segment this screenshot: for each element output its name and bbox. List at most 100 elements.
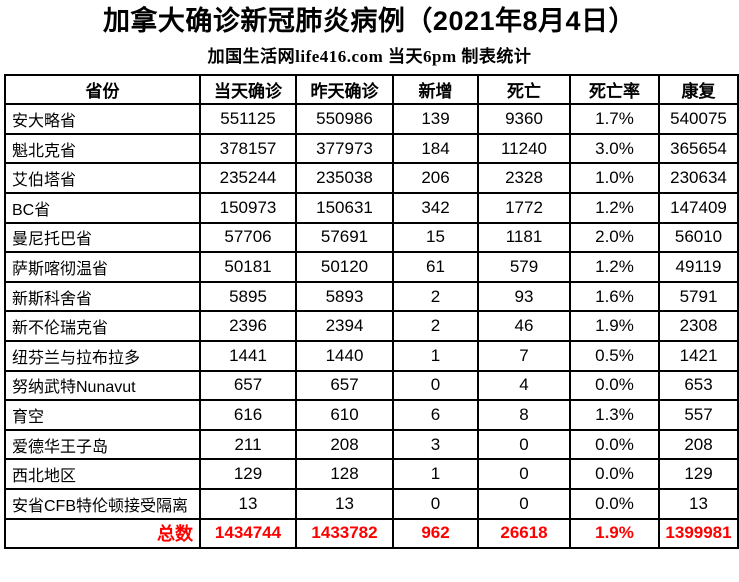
value-cell: 150631 [295, 192, 394, 224]
province-cell: 努纳武特Nunavut [4, 369, 201, 402]
value-cell: 1.3% [569, 399, 660, 431]
value-cell: 50120 [295, 251, 394, 283]
total-value-cell: 962 [392, 517, 479, 550]
value-cell: 2.0% [569, 221, 660, 254]
page-subtitle: 加国生活网life416.com 当天6pm 制表统计 [207, 46, 532, 66]
value-cell: 147409 [658, 192, 739, 224]
value-cell: 540075 [658, 103, 739, 135]
value-cell: 0 [477, 458, 571, 490]
value-cell: 557 [658, 399, 739, 431]
province-cell: BC省 [4, 192, 201, 224]
table-row: 曼尼托巴省 57706 57691 15 1181 2.0% 56010 [4, 221, 739, 254]
value-cell: 1 [392, 458, 479, 490]
table-row: 安大略省 551125 550986 139 9360 1.7% 540075 [4, 103, 739, 135]
table-row: 安省CFB特伦顿接受隔离 13 13 0 0 0.0% 13 [4, 488, 739, 520]
value-cell: 5791 [658, 280, 739, 313]
value-cell: 1.2% [569, 192, 660, 224]
column-header-5: 死亡率 [569, 73, 660, 106]
value-cell: 0.0% [569, 369, 660, 402]
column-header-4: 死亡 [477, 73, 571, 106]
value-cell: 57691 [295, 221, 394, 254]
province-cell: 育空 [4, 399, 201, 431]
value-cell: 49119 [658, 251, 739, 283]
value-cell: 61 [392, 251, 479, 283]
value-cell: 0.0% [569, 428, 660, 461]
table-row: 艾伯塔省 235244 235038 206 2328 1.0% 230634 [4, 162, 739, 195]
value-cell: 1772 [477, 192, 571, 224]
province-cell: 纽芬兰与拉布拉多 [4, 340, 201, 372]
value-cell: 46 [477, 310, 571, 343]
province-cell: 艾伯塔省 [4, 162, 201, 195]
value-cell: 550986 [295, 103, 394, 135]
value-cell: 7 [477, 340, 571, 372]
value-cell: 129 [199, 458, 297, 490]
value-cell: 13 [295, 488, 394, 520]
value-cell: 2396 [199, 310, 297, 343]
value-cell: 1441 [199, 340, 297, 372]
total-value-cell: 1399981 [658, 517, 739, 550]
total-value-cell: 1.9% [569, 517, 660, 550]
value-cell: 230634 [658, 162, 739, 195]
table-row: 育空 616 610 6 8 1.3% 557 [4, 399, 739, 431]
value-cell: 1.0% [569, 162, 660, 195]
value-cell: 206 [392, 162, 479, 195]
value-cell: 0.5% [569, 340, 660, 372]
value-cell: 15 [392, 221, 479, 254]
value-cell: 5893 [295, 280, 394, 313]
total-value-cell: 1434744 [199, 517, 297, 550]
value-cell: 129 [658, 458, 739, 490]
value-cell: 139 [392, 103, 479, 135]
value-cell: 50181 [199, 251, 297, 283]
covid-cases-table: 省份 当天确诊 昨天确诊 新增 死亡 死亡率 康复 安大略省 551125 550986 139 9… [4, 73, 739, 550]
table-row: 新不伦瑞克省 2396 2394 2 46 1.9% 2308 [4, 310, 739, 343]
province-cell: 萨斯喀彻温省 [4, 251, 201, 283]
value-cell: 616 [199, 399, 297, 431]
province-cell: 安大略省 [4, 103, 201, 135]
value-cell: 6 [392, 399, 479, 431]
value-cell: 2394 [295, 310, 394, 343]
province-cell: 魁北克省 [4, 132, 201, 165]
value-cell: 208 [658, 428, 739, 461]
value-cell: 551125 [199, 103, 297, 135]
value-cell: 184 [392, 132, 479, 165]
province-cell: 安省CFB特伦顿接受隔离 [4, 488, 201, 520]
value-cell: 1.6% [569, 280, 660, 313]
province-cell: 西北地区 [4, 458, 201, 490]
value-cell: 0 [392, 369, 479, 402]
value-cell: 377973 [295, 132, 394, 165]
value-cell: 0 [477, 428, 571, 461]
column-header-3: 新增 [392, 73, 479, 106]
value-cell: 235244 [199, 162, 297, 195]
table-row: BC省 150973 150631 342 1772 1.2% 147409 [4, 192, 739, 224]
value-cell: 610 [295, 399, 394, 431]
table-row: 新斯科舍省 5895 5893 2 93 1.6% 5791 [4, 280, 739, 313]
table-row: 魁北克省 378157 377973 184 11240 3.0% 365654 [4, 132, 739, 165]
value-cell: 579 [477, 251, 571, 283]
value-cell: 1 [392, 340, 479, 372]
value-cell: 342 [392, 192, 479, 224]
value-cell: 57706 [199, 221, 297, 254]
value-cell: 13 [658, 488, 739, 520]
column-header-0: 省份 [4, 73, 201, 106]
value-cell: 4 [477, 369, 571, 402]
table-row: 纽芬兰与拉布拉多 1441 1440 1 7 0.5% 1421 [4, 340, 739, 372]
table-body: 安大略省 551125 550986 139 9360 1.7% 540075 魁北克省 378… [4, 103, 739, 520]
column-header-6: 康复 [658, 73, 739, 106]
value-cell: 0 [392, 488, 479, 520]
value-cell: 9360 [477, 103, 571, 135]
page-title: 加拿大确诊新冠肺炎病例（2021年8月4日） [102, 6, 637, 36]
value-cell: 0 [477, 488, 571, 520]
total-value-cell: 26618 [477, 517, 571, 550]
value-cell: 56010 [658, 221, 739, 254]
value-cell: 1.2% [569, 251, 660, 283]
table-row: 努纳武特Nunavut 657 657 0 4 0.0% 653 [4, 369, 739, 402]
value-cell: 1181 [477, 221, 571, 254]
column-header-1: 当天确诊 [199, 73, 297, 106]
value-cell: 1421 [658, 340, 739, 372]
value-cell: 0.0% [569, 458, 660, 490]
value-cell: 2328 [477, 162, 571, 195]
value-cell: 8 [477, 399, 571, 431]
total-label-cell: 总数 [4, 517, 201, 550]
table-row: 西北地区 129 128 1 0 0.0% 129 [4, 458, 739, 490]
value-cell: 378157 [199, 132, 297, 165]
